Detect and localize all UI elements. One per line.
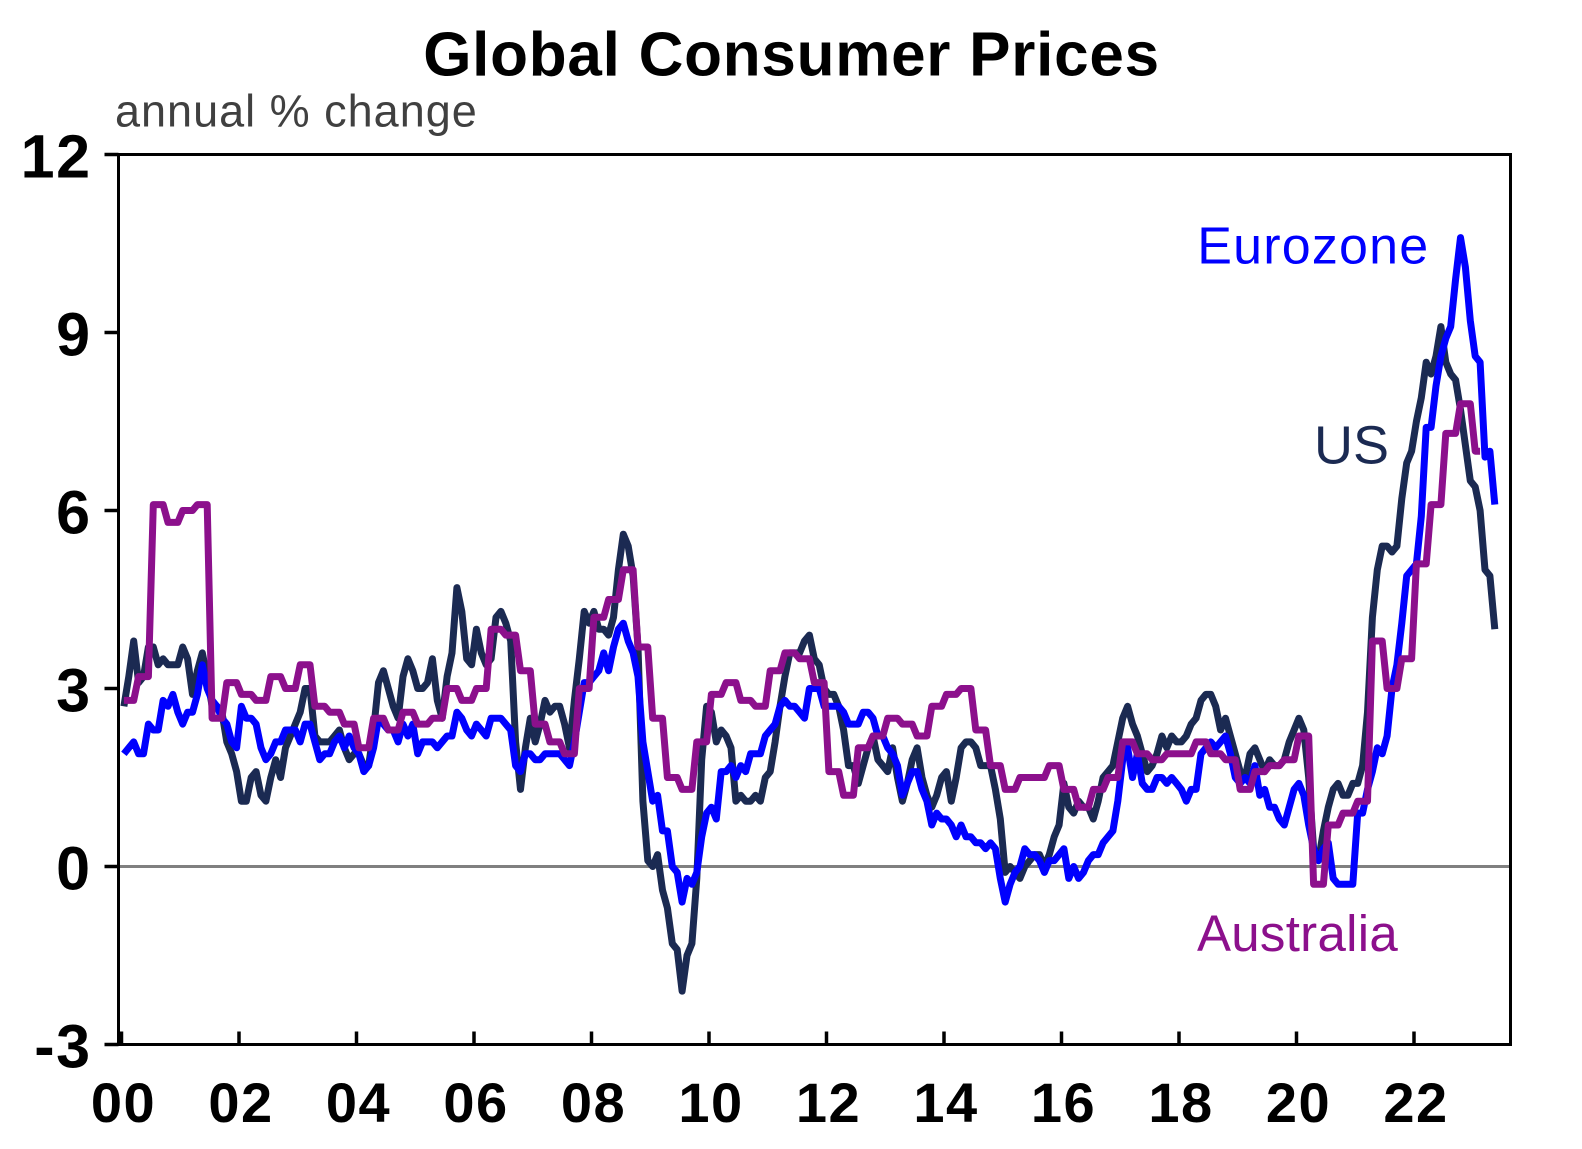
svg-text:6: 6 (56, 479, 91, 547)
svg-text:Eurozone: Eurozone (1197, 218, 1429, 276)
svg-text:06: 06 (443, 1071, 508, 1134)
svg-text:22: 22 (1383, 1071, 1448, 1134)
svg-text:08: 08 (561, 1071, 626, 1134)
svg-text:-3: -3 (34, 1013, 91, 1081)
svg-text:16: 16 (1031, 1071, 1096, 1134)
svg-text:00: 00 (91, 1071, 156, 1134)
svg-text:18: 18 (1148, 1071, 1213, 1134)
svg-text:9: 9 (56, 301, 91, 369)
svg-text:Global Consumer Prices: Global Consumer Prices (423, 21, 1160, 90)
svg-text:20: 20 (1266, 1071, 1331, 1134)
svg-text:10: 10 (678, 1071, 743, 1134)
svg-text:12: 12 (21, 123, 92, 191)
svg-text:04: 04 (326, 1071, 391, 1134)
svg-text:annual % change: annual % change (115, 86, 478, 137)
svg-text:14: 14 (913, 1071, 978, 1134)
svg-text:02: 02 (208, 1071, 273, 1134)
svg-text:12: 12 (796, 1071, 861, 1134)
svg-text:US: US (1314, 416, 1389, 476)
svg-text:3: 3 (56, 657, 91, 725)
svg-text:Australia: Australia (1197, 905, 1398, 962)
svg-text:0: 0 (56, 835, 91, 903)
